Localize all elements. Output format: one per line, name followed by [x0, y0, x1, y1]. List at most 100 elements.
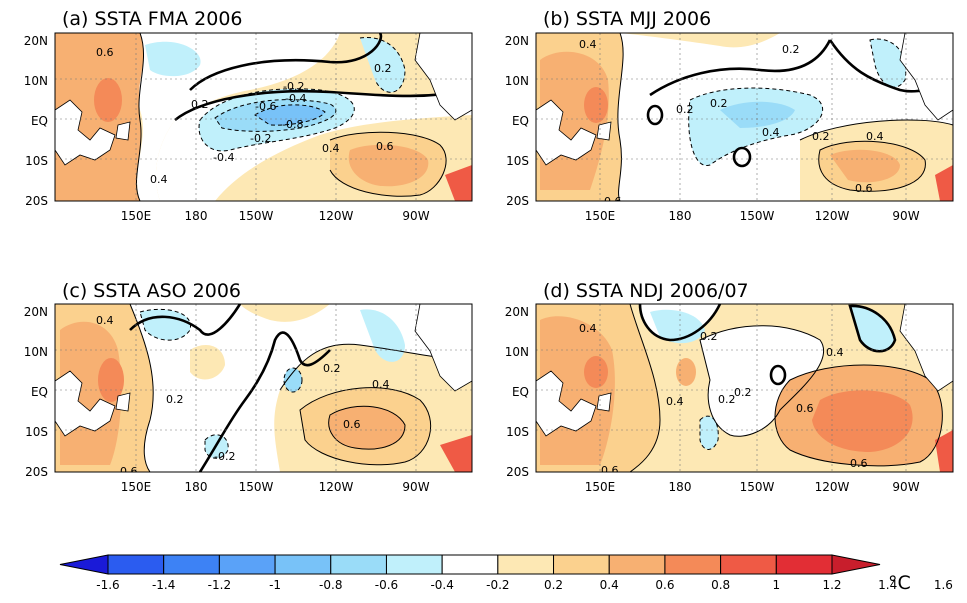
contour-label: 0.4 — [579, 322, 597, 335]
colorbar-tick-label: -0.6 — [375, 578, 398, 592]
contour-label: 0.2 — [374, 62, 392, 75]
colorbar-swatch — [385, 554, 443, 575]
colorbar-tick-label: 0.6 — [655, 578, 674, 592]
colorbar-swatch — [163, 554, 220, 575]
lon-tick-label: 150E — [121, 209, 152, 223]
lat-tick-label: 10N — [505, 74, 529, 88]
colorbar-swatch — [218, 554, 276, 575]
contour-label: -0.4 — [213, 151, 234, 164]
lon-tick-label: 180 — [669, 209, 692, 223]
lon-tick-label: 150E — [121, 480, 152, 494]
colorbar-tick-label: -1 — [269, 578, 281, 592]
contour-label: -0.4 — [285, 92, 306, 105]
contour-label: 0.6 — [96, 46, 114, 59]
contour-label: 0.6 — [376, 140, 394, 153]
colorbar-max-arrow — [831, 554, 881, 575]
contour-label: 0.2 — [718, 393, 736, 406]
panel-c-frame — [54, 303, 473, 473]
contour-label: 0.4 — [666, 395, 684, 408]
colorbar-swatch — [664, 554, 722, 575]
colorbar-unit: °C — [888, 572, 911, 594]
contour-label: 0.6 — [850, 457, 868, 470]
lon-tick-label: 90W — [402, 209, 429, 223]
colorbar-min-arrow — [59, 554, 109, 575]
contour-label: 0.4 — [866, 130, 884, 143]
panel-a: (a) SSTA FMA 2006 — [54, 8, 473, 202]
lat-tick-label: 20S — [506, 194, 529, 208]
colorbar-swatch — [553, 554, 610, 575]
contour-label: 0.4 — [579, 38, 597, 51]
contour-label: -0.6 — [255, 100, 276, 113]
axis-labels: 20N 10N EQ 10S 20S 150E 180 150W 120W 90W 20N 10N EQ… — [24, 34, 920, 494]
lon-tick-label: 180 — [185, 480, 208, 494]
panel-d: (d) SSTA NDJ 2006/07 — [535, 280, 954, 473]
contour-label: -0.8 — [282, 118, 303, 131]
lon-tick-label: 120W — [815, 209, 850, 223]
panel-c-map: 0.4 0.2 0.2 0.4 0.6 -0.2 0.6 — [55, 304, 472, 472]
lon-tick-label: 90W — [402, 480, 429, 494]
colorbar-swatch — [720, 554, 777, 575]
colorbar-tick-label: -0.2 — [486, 578, 509, 592]
lat-tick-label: 10S — [25, 154, 48, 168]
contour-label: -0.2 — [214, 450, 235, 463]
colorbar-tick-label: -0.8 — [319, 578, 342, 592]
contour-label: -0.2 — [283, 80, 304, 93]
panel-c-title: (c) SSTA ASO 2006 — [62, 280, 241, 302]
lon-tick-label: 180 — [669, 480, 692, 494]
lat-tick-label: 10N — [24, 74, 48, 88]
lat-tick-label: 10S — [506, 425, 529, 439]
lon-tick-label: 150W — [239, 209, 274, 223]
lat-tick-label: 10N — [505, 345, 529, 359]
panel-d-map: 0.4 0.2 0.4 0.2 0.4 0.2 0.6 0.6 0.6 — [536, 304, 953, 472]
panel-b: (b) SSTA MJJ 2006 — [535, 8, 954, 202]
contour-label: 0.6 — [796, 402, 814, 415]
contour-label: 0.6 — [855, 182, 873, 195]
lat-tick-label: EQ — [31, 114, 48, 128]
lon-tick-label: 90W — [892, 209, 919, 223]
lat-tick-label: 10S — [25, 425, 48, 439]
lon-tick-label: 120W — [319, 209, 354, 223]
contour-label: 0.4 — [96, 314, 114, 327]
lon-tick-label: 180 — [185, 209, 208, 223]
lon-tick-label: 120W — [319, 480, 354, 494]
lat-tick-label: 20N — [505, 34, 529, 48]
contour-label: 0.2 — [700, 330, 718, 343]
panel-a-title: (a) SSTA FMA 2006 — [62, 8, 243, 30]
colorbar-tick-label: 1.4 — [878, 578, 897, 592]
colorbar-tick-label: -1.4 — [152, 578, 175, 592]
lon-tick-label: 150E — [585, 480, 616, 494]
lon-tick-label: 150W — [740, 209, 775, 223]
contour-label: 0.4 — [372, 378, 390, 391]
lat-tick-label: EQ — [512, 385, 529, 399]
colorbar-swatch — [497, 554, 555, 575]
lat-tick-label: 20N — [24, 305, 48, 319]
lon-tick-label: 120W — [815, 480, 850, 494]
contour-label: 0.2 — [710, 97, 728, 110]
lat-tick-label: 10N — [24, 345, 48, 359]
colorbar-tick-label: 1.6 — [934, 578, 953, 592]
lat-tick-label: 20S — [506, 465, 529, 479]
contour-label: 0.2 — [166, 393, 184, 406]
contour-label: 0.2 — [323, 362, 341, 375]
contour-label: -0.2 — [250, 132, 271, 145]
colorbar: -1.6 -1.4 -1.2 -1 -0.8 -0.6 -0.4 -0.2 0.2 0.4 0.6 0… — [59, 554, 953, 594]
colorbar-swatch — [107, 554, 165, 575]
contour-label: 0.2 — [191, 98, 209, 111]
contour-label: 0.4 — [322, 142, 340, 155]
colorbar-swatch — [608, 554, 666, 575]
panel-a-map: 0.6 0.2 -0.2 -0.4 -0.6 -0.8 -0.2 -0.4 0.… — [55, 33, 472, 201]
colorbar-swatch — [441, 554, 499, 575]
colorbar-swatch — [330, 554, 387, 575]
colorbar-tick-label: 0.4 — [600, 578, 619, 592]
panel-b-map: 0.4 0.2 0.2 0.2 0.4 0.2 0.4 0.6 0.6 — [536, 33, 953, 201]
lon-tick-label: 150W — [239, 480, 274, 494]
contour-label: 0.2 — [782, 43, 800, 56]
panel-d-title: (d) SSTA NDJ 2006/07 — [543, 280, 749, 302]
lon-tick-label: 150W — [740, 480, 775, 494]
colorbar-tick-label: -1.2 — [208, 578, 231, 592]
lon-tick-label: 90W — [892, 480, 919, 494]
panel-c: (c) SSTA ASO 2006 — [54, 280, 473, 473]
lat-tick-label: 20N — [24, 34, 48, 48]
lat-tick-label: 20S — [25, 465, 48, 479]
